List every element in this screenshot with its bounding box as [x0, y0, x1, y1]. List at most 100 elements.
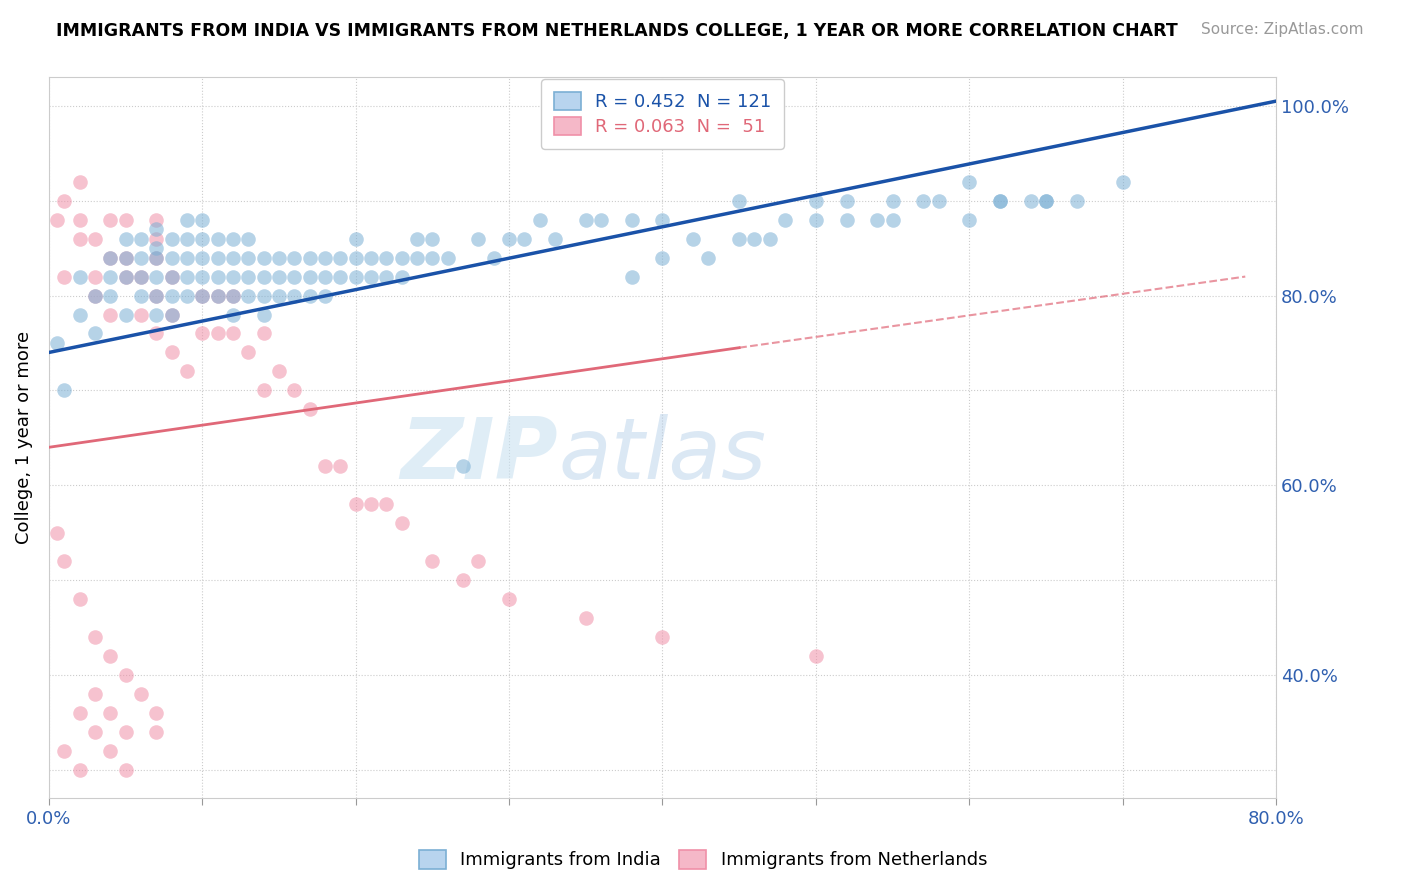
- Point: [114, 232, 136, 246]
- Point: [697, 251, 720, 265]
- Point: [314, 269, 336, 284]
- Point: [222, 288, 245, 302]
- Point: [160, 232, 183, 246]
- Point: [467, 554, 489, 568]
- Point: [267, 269, 290, 284]
- Point: [160, 288, 183, 302]
- Point: [759, 232, 782, 246]
- Point: [84, 232, 107, 246]
- Point: [422, 554, 444, 568]
- Point: [69, 212, 91, 227]
- Point: [53, 384, 76, 398]
- Point: [84, 288, 107, 302]
- Point: [391, 269, 413, 284]
- Point: [329, 269, 352, 284]
- Point: [222, 308, 245, 322]
- Point: [1035, 194, 1057, 208]
- Point: [145, 232, 167, 246]
- Point: [207, 288, 229, 302]
- Point: [406, 251, 429, 265]
- Point: [988, 194, 1011, 208]
- Point: [238, 269, 260, 284]
- Legend: R = 0.452  N = 121, R = 0.063  N =  51: R = 0.452 N = 121, R = 0.063 N = 51: [541, 79, 785, 149]
- Point: [191, 232, 214, 246]
- Point: [129, 251, 152, 265]
- Point: [1066, 194, 1088, 208]
- Point: [253, 288, 276, 302]
- Point: [84, 269, 107, 284]
- Point: [773, 212, 796, 227]
- Point: [114, 724, 136, 739]
- Point: [176, 232, 198, 246]
- Point: [98, 251, 121, 265]
- Point: [329, 459, 352, 474]
- Point: [53, 269, 76, 284]
- Point: [298, 269, 321, 284]
- Point: [804, 648, 827, 663]
- Point: [928, 194, 950, 208]
- Point: [344, 497, 367, 511]
- Point: [498, 592, 520, 607]
- Point: [207, 288, 229, 302]
- Point: [53, 194, 76, 208]
- Point: [98, 706, 121, 720]
- Point: [145, 269, 167, 284]
- Point: [957, 212, 980, 227]
- Point: [145, 251, 167, 265]
- Point: [253, 384, 276, 398]
- Point: [1019, 194, 1042, 208]
- Point: [145, 288, 167, 302]
- Point: [160, 308, 183, 322]
- Y-axis label: College, 1 year or more: College, 1 year or more: [15, 331, 32, 544]
- Point: [114, 251, 136, 265]
- Point: [314, 459, 336, 474]
- Point: [69, 763, 91, 777]
- Point: [160, 269, 183, 284]
- Point: [804, 212, 827, 227]
- Point: [651, 251, 673, 265]
- Point: [129, 232, 152, 246]
- Point: [451, 573, 474, 587]
- Point: [1111, 175, 1133, 189]
- Point: [957, 175, 980, 189]
- Point: [114, 212, 136, 227]
- Point: [84, 724, 107, 739]
- Point: [375, 497, 398, 511]
- Point: [529, 212, 551, 227]
- Point: [314, 251, 336, 265]
- Point: [53, 744, 76, 758]
- Point: [422, 251, 444, 265]
- Point: [988, 194, 1011, 208]
- Point: [267, 251, 290, 265]
- Point: [176, 269, 198, 284]
- Point: [1035, 194, 1057, 208]
- Point: [651, 630, 673, 644]
- Point: [344, 232, 367, 246]
- Point: [98, 269, 121, 284]
- Point: [298, 251, 321, 265]
- Point: [744, 232, 766, 246]
- Point: [238, 288, 260, 302]
- Point: [651, 212, 673, 227]
- Point: [498, 232, 520, 246]
- Point: [145, 251, 167, 265]
- Point: [344, 251, 367, 265]
- Point: [253, 269, 276, 284]
- Point: [191, 326, 214, 341]
- Point: [513, 232, 536, 246]
- Point: [298, 288, 321, 302]
- Point: [360, 269, 382, 284]
- Point: [360, 497, 382, 511]
- Point: [191, 269, 214, 284]
- Point: [222, 232, 245, 246]
- Point: [253, 308, 276, 322]
- Point: [866, 212, 889, 227]
- Text: IMMIGRANTS FROM INDIA VS IMMIGRANTS FROM NETHERLANDS COLLEGE, 1 YEAR OR MORE COR: IMMIGRANTS FROM INDIA VS IMMIGRANTS FROM…: [56, 22, 1178, 40]
- Point: [129, 308, 152, 322]
- Point: [69, 592, 91, 607]
- Point: [329, 251, 352, 265]
- Point: [176, 364, 198, 378]
- Point: [375, 251, 398, 265]
- Point: [804, 194, 827, 208]
- Point: [176, 288, 198, 302]
